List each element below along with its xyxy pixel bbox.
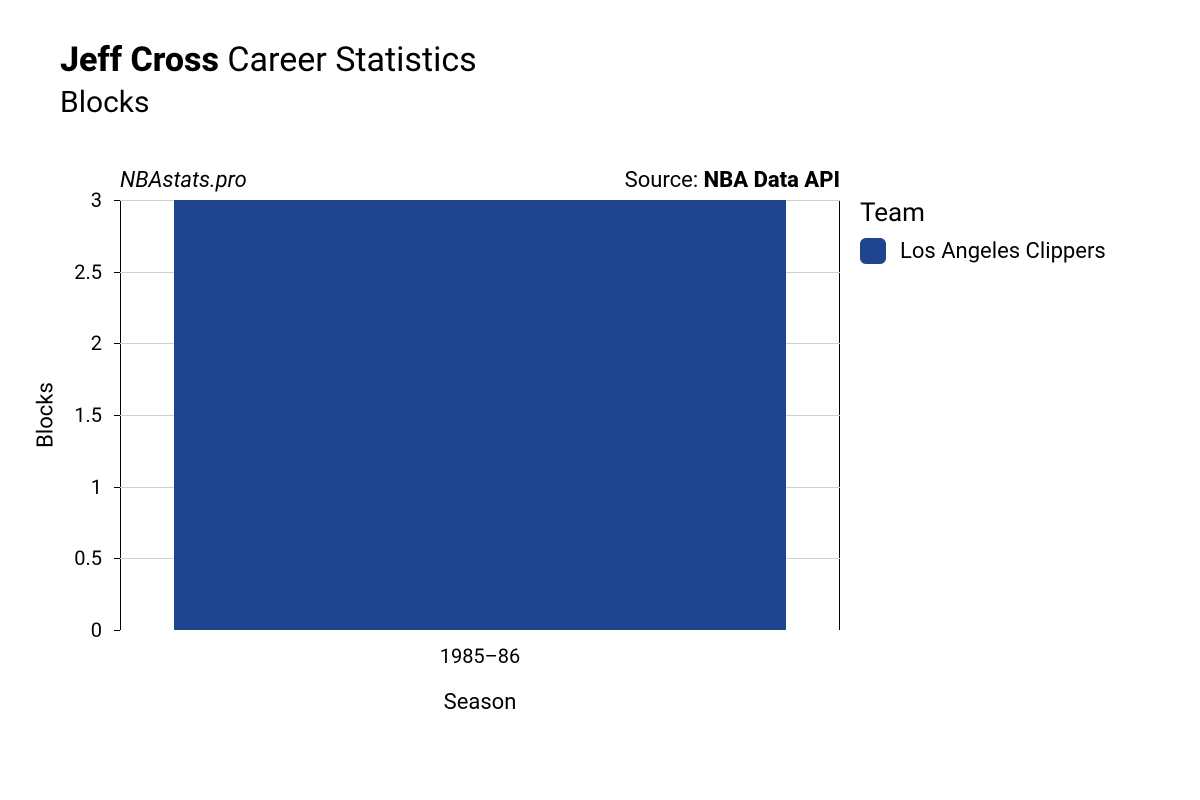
legend: Team Los Angeles Clippers <box>860 198 1106 264</box>
plot-area <box>120 200 840 630</box>
chart-title: Jeff Cross Career Statistics <box>60 40 477 81</box>
x-axis-title: Season <box>444 690 517 715</box>
chart-subtitle: Blocks <box>60 83 477 122</box>
y-tick-mark <box>114 558 120 559</box>
y-tick-mark <box>114 415 120 416</box>
y-tick-label: 2 <box>91 331 112 355</box>
source-attribution: Source: NBA Data API <box>625 168 840 193</box>
y-axis-title: Blocks <box>34 382 59 448</box>
legend-swatch <box>860 238 886 264</box>
legend-item: Los Angeles Clippers <box>860 238 1106 264</box>
chart-title-suffix: Career Statistics <box>227 40 476 80</box>
y-tick-mark <box>114 487 120 488</box>
bar <box>174 200 786 630</box>
x-tick-label: 1985–86 <box>440 644 521 668</box>
legend-label: Los Angeles Clippers <box>900 239 1106 264</box>
y-tick-mark <box>114 200 120 201</box>
watermark-text: NBAstats.pro <box>120 168 247 193</box>
source-name: NBA Data API <box>704 168 840 193</box>
y-tick-mark <box>114 630 120 631</box>
y-tick-label: 0 <box>91 618 112 642</box>
y-tick-label: 1.5 <box>74 403 112 427</box>
y-tick-label: 0.5 <box>74 546 112 570</box>
chart-title-name: Jeff Cross <box>60 40 219 80</box>
y-tick-label: 2.5 <box>74 260 112 284</box>
y-tick-label: 3 <box>91 188 112 212</box>
legend-title: Team <box>860 198 1106 228</box>
source-prefix: Source: <box>625 168 704 193</box>
y-tick-label: 1 <box>91 475 112 499</box>
chart-root: Jeff Cross Career Statistics Blocks NBAs… <box>0 0 1200 800</box>
chart-title-block: Jeff Cross Career Statistics Blocks <box>60 40 477 122</box>
y-tick-mark <box>114 272 120 273</box>
y-tick-mark <box>114 343 120 344</box>
